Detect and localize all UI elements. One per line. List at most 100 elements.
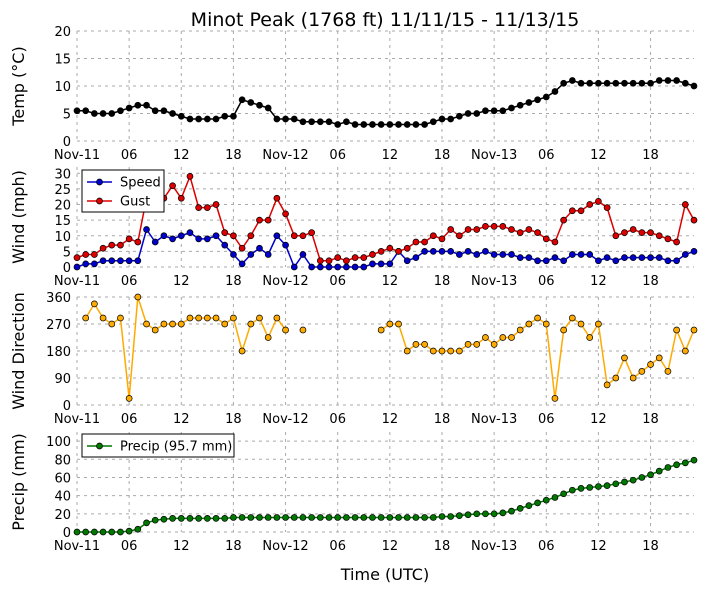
- legend-label: Precip (95.7 mm): [120, 440, 232, 455]
- speed-point: [647, 254, 654, 261]
- speed-point: [490, 251, 498, 258]
- gust-point: [638, 229, 646, 236]
- y-tick-label: 15: [54, 53, 71, 68]
- temp-point: [204, 115, 211, 123]
- temp-point: [99, 110, 107, 117]
- precip-point: [664, 464, 672, 471]
- temp-line: [77, 79, 695, 126]
- direction-point: [204, 314, 211, 322]
- precip-point: [456, 512, 463, 519]
- direction-point: [664, 368, 672, 375]
- temp-point: [412, 121, 420, 128]
- temp-point: [351, 121, 359, 128]
- x-tick-label: 06: [121, 148, 138, 163]
- temp-point: [360, 121, 368, 128]
- temp-point: [568, 77, 576, 84]
- direction-point: [238, 347, 246, 355]
- y-axis-title: Wind (mph): [9, 170, 28, 264]
- temp-point: [438, 115, 446, 123]
- speed-point: [143, 226, 150, 233]
- speed-point: [673, 257, 680, 265]
- direction-point: [560, 326, 567, 334]
- direction-point: [99, 314, 107, 322]
- gust-point: [256, 216, 263, 224]
- legend: Precip (95.7 mm): [81, 433, 235, 458]
- temp-point: [681, 79, 689, 87]
- x-tick-label: 18: [434, 412, 451, 427]
- y-tick-label: 30: [54, 167, 71, 182]
- speed-point: [247, 251, 255, 258]
- speed-point: [343, 263, 350, 271]
- legend-label: Speed: [120, 176, 161, 191]
- gust-point: [282, 210, 289, 218]
- x-tick-label: 12: [173, 539, 190, 554]
- temp-point: [429, 118, 437, 126]
- speed-point: [534, 257, 541, 265]
- precip-point: [586, 484, 594, 491]
- x-tick-label: 06: [538, 274, 555, 289]
- speed-point: [655, 254, 663, 261]
- temp-point: [273, 115, 281, 123]
- gust-point: [421, 238, 428, 246]
- precip-point: [299, 514, 307, 521]
- speed-point: [221, 241, 229, 249]
- temp-point: [221, 112, 229, 120]
- speed-point: [681, 251, 689, 258]
- speed-point: [73, 263, 81, 271]
- x-tick-label: 18: [225, 148, 242, 163]
- precip-point: [117, 528, 124, 536]
- direction-point: [595, 320, 602, 328]
- temp-panel: 0 5 10 15 20 Nov-11 06 12 18 Nov-12 06 12 18 Nov-13 06…: [9, 25, 698, 163]
- speed-point: [429, 248, 437, 255]
- gust-point: [204, 204, 211, 211]
- precip-point: [186, 515, 194, 522]
- precip-point: [256, 514, 263, 521]
- speed-point: [134, 257, 142, 265]
- x-tick-label: Nov-13: [471, 539, 517, 554]
- direction-point: [403, 347, 411, 355]
- precip-point: [99, 528, 107, 536]
- y-axis-title: Temp (°C): [9, 46, 28, 126]
- direction-point: [264, 334, 272, 341]
- precip-point: [482, 510, 489, 518]
- gust-point: [125, 235, 133, 243]
- x-tick-label: 06: [538, 412, 555, 427]
- gust-point: [273, 194, 281, 202]
- temp-point: [73, 107, 81, 115]
- speed-point: [125, 257, 133, 265]
- x-tick-label: 18: [225, 412, 242, 427]
- speed-point: [334, 263, 342, 271]
- direction-point: [273, 314, 281, 322]
- y-tick-label: 5: [63, 108, 71, 123]
- precip-point: [629, 476, 637, 484]
- speed-point: [160, 232, 168, 240]
- direction-point: [412, 341, 420, 348]
- x-tick-label: 06: [329, 412, 346, 427]
- temp-point: [638, 79, 646, 87]
- precip-point: [490, 510, 498, 518]
- gust-point: [647, 229, 654, 236]
- direction-point: [247, 320, 255, 328]
- temp-point: [343, 118, 350, 126]
- precip-panel: 0 20 40 60 80 100 Nov-11 06 12 18 Nov-12 06 12 18 Nov-…: [9, 432, 698, 554]
- speed-point: [369, 260, 376, 268]
- temp-point: [108, 110, 116, 117]
- x-tick-label: 18: [642, 148, 659, 163]
- gust-point: [386, 244, 394, 252]
- y-tick-label: 5: [63, 245, 71, 260]
- temp-point: [447, 115, 455, 123]
- temp-point: [473, 110, 481, 117]
- speed-point: [456, 251, 463, 258]
- precip-point: [204, 515, 211, 522]
- precip-point: [647, 471, 654, 479]
- direction-point: [438, 347, 446, 355]
- direction-point: [282, 326, 289, 334]
- x-tick-label: 12: [382, 274, 399, 289]
- speed-point: [108, 257, 116, 265]
- gust-point: [73, 254, 81, 261]
- direction-point: [117, 314, 124, 322]
- speed-point: [308, 263, 315, 271]
- gust-point: [299, 232, 307, 240]
- x-tick-label: 12: [173, 274, 190, 289]
- direction-point: [212, 314, 220, 322]
